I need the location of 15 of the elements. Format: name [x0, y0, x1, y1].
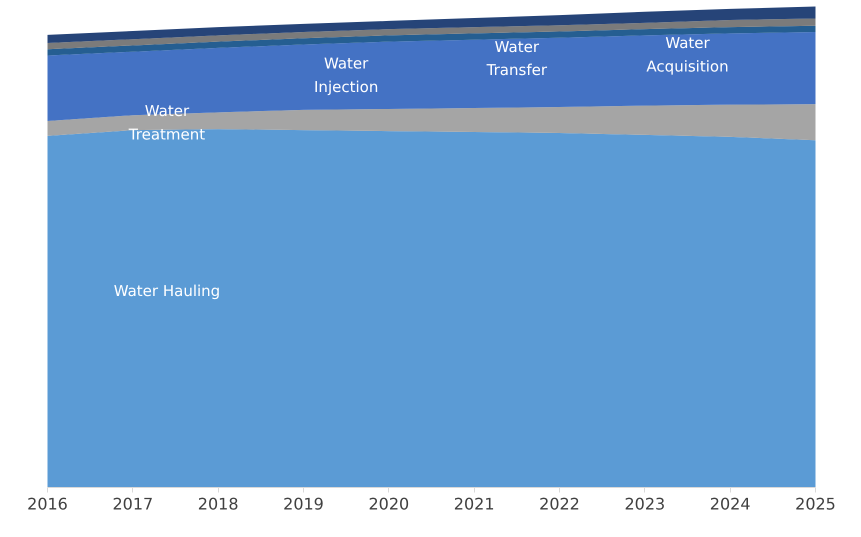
x-tick-label: 2018 [198, 494, 239, 514]
series-label: Water Injection [314, 54, 378, 96]
x-tick-label: 2022 [539, 494, 580, 514]
x-tick-label: 2016 [27, 494, 68, 514]
x-tick-label: 2024 [710, 494, 751, 514]
series-label: Water Acquisition [646, 34, 729, 76]
x-tick-label: 2021 [454, 494, 495, 514]
x-tick-label: 2020 [368, 494, 410, 514]
series-label: Water Transfer [486, 38, 548, 80]
x-tick-label: 2025 [795, 494, 836, 514]
x-tick-label: 2017 [112, 494, 154, 514]
series-label: Water Hauling [114, 282, 220, 300]
x-tick-label: 2019 [283, 494, 324, 514]
x-tick-label: 2023 [624, 494, 666, 514]
series-label: Water Treatment [128, 102, 206, 144]
